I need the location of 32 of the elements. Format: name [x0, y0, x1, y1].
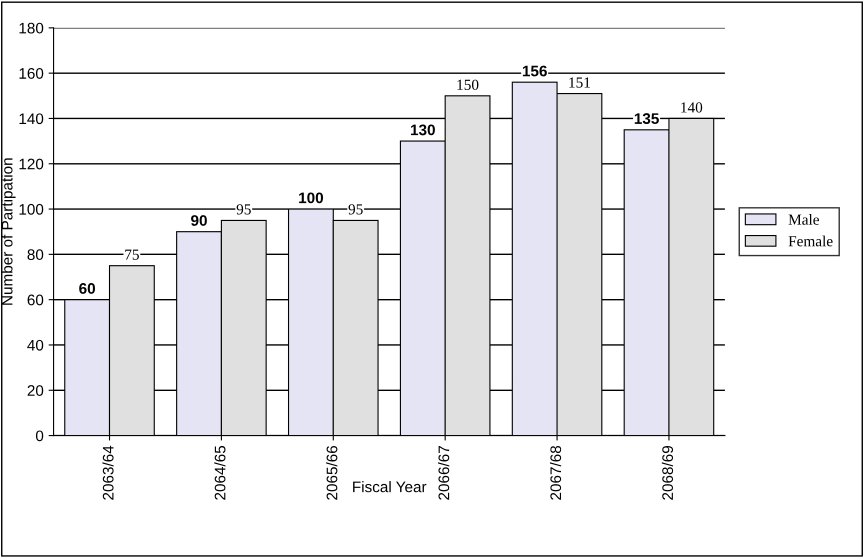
- legend-label: Male: [788, 214, 819, 225]
- y-tick-label: 0: [36, 430, 44, 442]
- data-label: 135: [634, 113, 659, 124]
- data-label: 60: [79, 283, 96, 294]
- x-tick-label: 2064/65: [214, 446, 226, 500]
- y-tick-label: 100: [20, 204, 44, 215]
- y-tick-label: 20: [28, 385, 44, 396]
- data-label: 90: [191, 215, 207, 226]
- data-label: 156: [522, 66, 547, 76]
- x-tick-label: 2068/69: [662, 446, 674, 500]
- data-label: 95: [348, 204, 363, 215]
- y-tick-label: 140: [20, 113, 44, 124]
- y-tick-label: 160: [20, 68, 44, 79]
- y-tick-label: 60: [28, 294, 44, 306]
- data-label: 95: [236, 204, 251, 215]
- x-tick-label: 2067/68: [550, 446, 562, 500]
- data-label: 100: [299, 192, 324, 204]
- data-label: 130: [411, 124, 435, 136]
- legend-label: Female: [788, 236, 833, 246]
- data-label: 150: [457, 80, 478, 90]
- data-label: 75: [125, 250, 139, 260]
- y-tick-label: 120: [20, 158, 44, 170]
- data-label: 140: [681, 102, 702, 113]
- x-tick-label: 2065/66: [326, 446, 338, 500]
- x-tick-label: 2063/64: [102, 446, 114, 500]
- x-tick-label: 2066/67: [438, 446, 450, 500]
- x-axis-title: Fiscal Year: [353, 481, 426, 492]
- data-label: 151: [569, 77, 590, 88]
- y-tick-label: 80: [28, 249, 44, 260]
- y-tick-label: 180: [20, 22, 44, 34]
- y-tick-label: 40: [27, 340, 44, 351]
- y-axis-title: Number of Partipation: [1, 158, 16, 305]
